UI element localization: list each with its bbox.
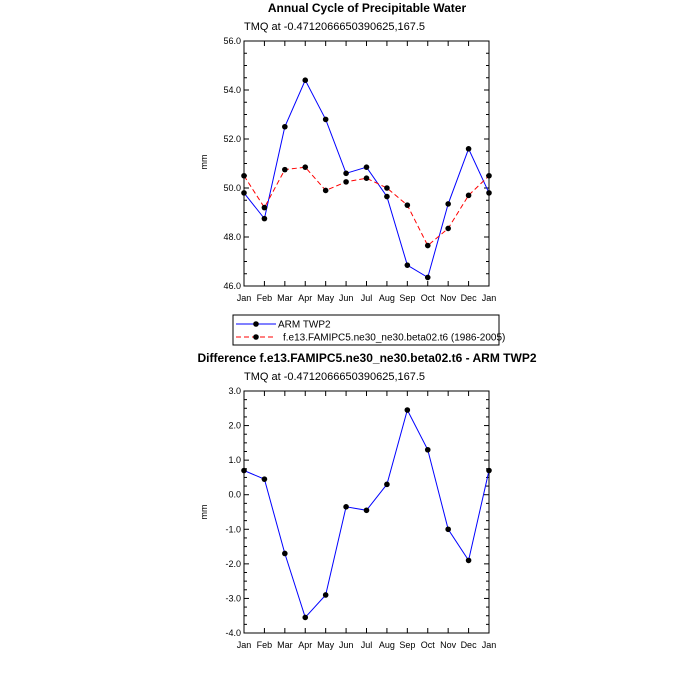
- chart-1-series-0-point: [322, 116, 329, 123]
- chart-1-series-1-point: [404, 202, 411, 208]
- chart-2-xtick-label: Jan: [237, 640, 252, 650]
- chart-1-series-0-point: [424, 274, 431, 281]
- chart-2-xtick-label: Oct: [421, 640, 436, 650]
- chart-1-series-0-point: [241, 190, 247, 196]
- chart-2-xtick-label: Apr: [298, 640, 312, 650]
- chart-2-series-0-point: [282, 550, 288, 557]
- chart-1-series-1-point: [343, 179, 349, 185]
- chart-1-xtick-label: Jan: [237, 293, 252, 303]
- chart-1-series-0-point: [404, 262, 411, 268]
- chart-2-xtick-label: Feb: [257, 640, 273, 650]
- chart-1-xtick-label: Sep: [399, 293, 415, 303]
- chart-1-xtick-label: Aug: [379, 293, 395, 303]
- chart-1-ytick-label: 48.0: [223, 232, 241, 242]
- chart-1-xtick-label: Apr: [298, 293, 312, 303]
- chart-1-ytick-label: 56.0: [223, 36, 241, 46]
- chart-2-ytick-label: 2.0: [228, 421, 241, 431]
- chart-2-ytick-label: 1.0: [228, 455, 241, 465]
- chart-2-plot: -4.0 -3.0 -2.0 -1.0 0.0 1.0 2.0 3.0 Jan Feb Mar Apr…: [225, 386, 496, 650]
- chart-2-ytick-label: -2.0: [225, 559, 241, 569]
- chart-1-xtick-label: Jan: [482, 293, 497, 303]
- chart-1-series-0-point: [343, 170, 349, 177]
- chart-2-ytick-label: -4.0: [225, 628, 241, 638]
- chart-1-xtick-label: Dec: [461, 293, 478, 303]
- chart-2-series-0-point: [445, 526, 451, 533]
- legend-label-model: f.e13.FAMIPC5.ne30_ne30.beta02.t6 (1986-…: [283, 333, 505, 344]
- legend-box: [232, 314, 500, 346]
- chart-2-title: Difference f.e13.FAMIPC5.ne30_ne30.beta0…: [198, 351, 537, 365]
- chart-2-xtick-label: May: [317, 640, 335, 650]
- chart-1-ytick-label: 50.0: [223, 183, 241, 193]
- chart-1-series-0-point: [384, 193, 390, 200]
- chart-1-series-0-point: [445, 201, 451, 207]
- chart-2-series-0-point: [241, 467, 247, 474]
- chart-1-series-1-point: [384, 185, 390, 191]
- chart-2-ytick-label: -1.0: [225, 524, 241, 534]
- chart-1-plot: 46.0 48.0 50.0 52.0 54.0 56.0 Jan Feb Mar Apr May J…: [223, 36, 496, 303]
- chart-1-xtick-label: Mar: [277, 293, 293, 303]
- chart-2-subtitle: TMQ at -0.4712066650390625,167.5: [244, 371, 425, 383]
- chart-1-xtick-label: May: [317, 293, 335, 303]
- chart-2-series-0-point: [302, 614, 309, 621]
- chart-1-series-1-point: [424, 242, 431, 249]
- chart-1-series-1-point: [261, 204, 268, 211]
- chart-1-series-1-point: [486, 172, 492, 179]
- chart-2-y-axis-label: mm: [199, 505, 209, 520]
- chart-2-xtick-label: Jun: [339, 640, 354, 650]
- chart-2-xtick-label: Dec: [461, 640, 478, 650]
- chart-2-xtick-label: Jul: [361, 640, 373, 650]
- chart-2-xtick-label: Sep: [399, 640, 415, 650]
- chart-1-series-0-point: [363, 164, 370, 170]
- chart-1-series-1-point: [465, 192, 472, 199]
- chart-1-ytick-label: 52.0: [223, 134, 241, 144]
- chart-2-series-0-line: [243, 408, 490, 619]
- chart-1-ytick-label: 54.0: [223, 85, 241, 95]
- chart-2-series-0-point: [404, 407, 411, 413]
- chart-1-subtitle: TMQ at -0.4712066650390625,167.5: [244, 21, 425, 33]
- chart-1-series-1-point: [322, 187, 329, 194]
- chart-2-series-0-point: [322, 592, 329, 598]
- chart-1-frame: [243, 40, 490, 287]
- chart-1-xtick-label: Jun: [339, 293, 354, 303]
- chart-2-series-0-point: [343, 504, 349, 510]
- chart-2-series-0-point: [363, 507, 370, 514]
- chart-1-series-1-point: [241, 172, 247, 179]
- chart-2-ytick-label: 3.0: [228, 386, 241, 396]
- chart-2-ytick-label: 0.0: [228, 490, 241, 500]
- chart-1-series-1-point: [363, 175, 370, 181]
- chart-2-series-0-point: [465, 557, 472, 564]
- chart-1-xtick-label: Feb: [257, 293, 273, 303]
- chart-2-series-0-point: [486, 467, 492, 474]
- chart-1-series-1-point: [282, 166, 288, 173]
- chart-1-title: Annual Cycle of Precipitable Water: [268, 1, 467, 15]
- chart-1-xtick-label: Jul: [361, 293, 373, 303]
- chart-1-series-0-point: [486, 190, 492, 196]
- chart-1-xtick-label: Nov: [440, 293, 457, 303]
- chart-2-xtick-label: Aug: [379, 640, 395, 650]
- chart-2-xtick-label: Jan: [482, 640, 497, 650]
- legend-marker-arm: [253, 321, 259, 327]
- chart-2-series-0-point: [424, 446, 431, 453]
- chart-1-series-0-point: [282, 123, 288, 130]
- chart-1-series-0-point: [465, 146, 472, 152]
- chart-1-series-1-point: [445, 225, 451, 232]
- chart-2-series-0-point: [261, 476, 268, 482]
- chart-2-ytick-label: -3.0: [225, 593, 241, 603]
- chart-1-series-0-point: [302, 77, 309, 83]
- chart-1-series-0-point: [261, 215, 268, 222]
- chart-1-xtick-label: Oct: [421, 293, 436, 303]
- chart-2-xtick-label: Mar: [277, 640, 293, 650]
- chart-1-legend: ARM TWP2 f.e13.FAMIPC5.ne30_ne30.beta02.…: [232, 314, 505, 346]
- chart-1-series-1-point: [302, 164, 309, 170]
- chart-1-ytick-label: 46.0: [223, 281, 241, 291]
- legend-marker-model: [253, 334, 259, 340]
- chart-2-series-0-point: [384, 481, 390, 488]
- legend-label-arm: ARM TWP2: [278, 320, 331, 331]
- chart-1-y-axis-label: mm: [199, 155, 209, 170]
- chart-2-xtick-label: Nov: [440, 640, 457, 650]
